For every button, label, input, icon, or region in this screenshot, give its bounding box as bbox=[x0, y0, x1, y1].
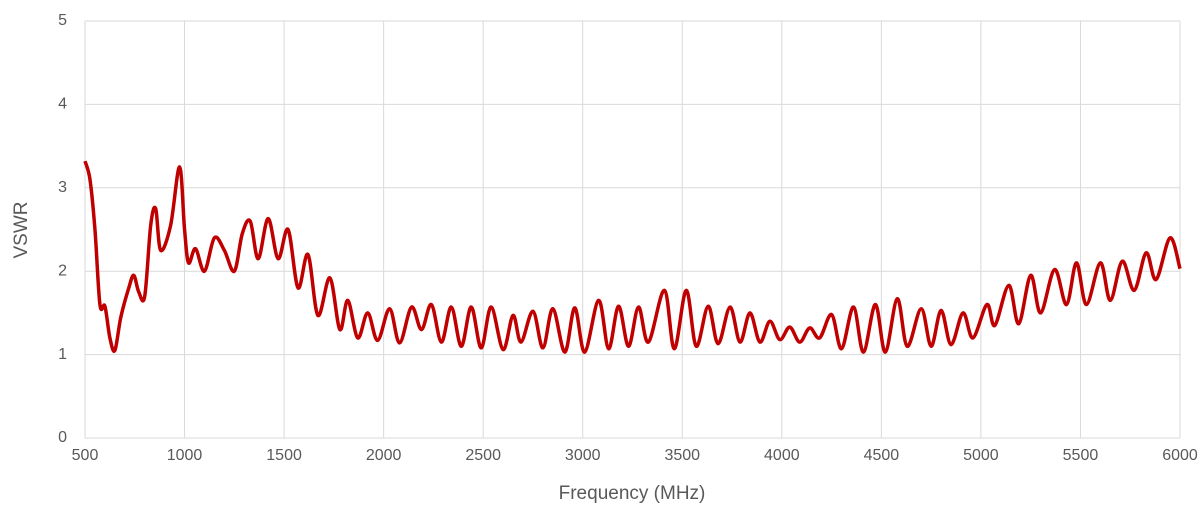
x-tick-label: 4000 bbox=[764, 447, 800, 464]
x-tick-label: 1000 bbox=[167, 447, 203, 464]
y-tick-label: 3 bbox=[58, 179, 67, 196]
x-tick-label: 4500 bbox=[864, 447, 900, 464]
x-tick-label: 500 bbox=[72, 447, 99, 464]
x-tick-label: 5500 bbox=[1063, 447, 1099, 464]
y-tick-label: 5 bbox=[58, 12, 67, 29]
x-tick-label: 2500 bbox=[465, 447, 501, 464]
y-tick-label: 2 bbox=[58, 262, 67, 279]
y-axis-title: VSWR bbox=[11, 202, 32, 259]
y-tick-label: 0 bbox=[58, 429, 67, 446]
x-tick-label: 6000 bbox=[1162, 447, 1198, 464]
x-axis-title: Frequency (MHz) bbox=[559, 483, 706, 504]
x-tick-label: 3500 bbox=[664, 447, 700, 464]
x-tick-label: 1500 bbox=[266, 447, 302, 464]
y-tick-label: 1 bbox=[58, 346, 67, 363]
line-series bbox=[83, 160, 1182, 354]
y-tick-label: 4 bbox=[58, 96, 67, 113]
x-tick-label: 3000 bbox=[565, 447, 601, 464]
x-tick-label: 5000 bbox=[963, 447, 999, 464]
x-tick-label: 2000 bbox=[366, 447, 402, 464]
